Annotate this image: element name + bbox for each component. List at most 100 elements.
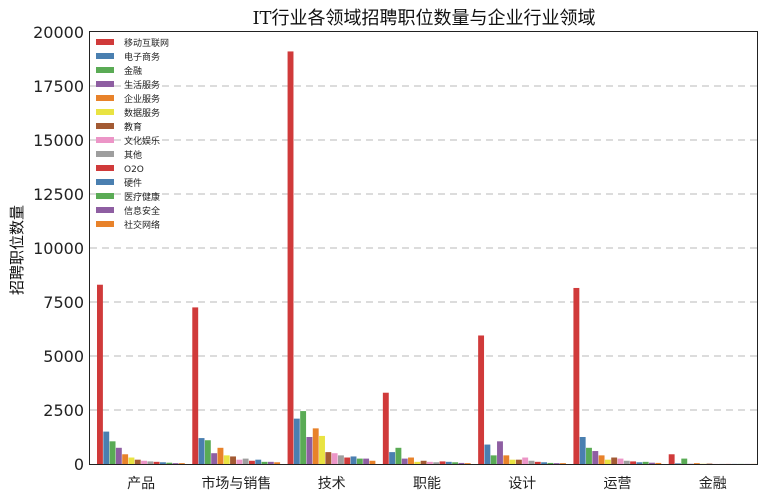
bar: [261, 461, 268, 464]
legend-entry: 信息安全: [124, 205, 160, 217]
bar: [592, 451, 599, 464]
bar: [503, 455, 510, 464]
bar: [204, 440, 211, 464]
bar: [211, 453, 218, 464]
bar: [675, 463, 681, 464]
bar: [649, 462, 655, 464]
bar: [611, 457, 618, 464]
bar: [319, 435, 325, 464]
legend-swatch: [96, 81, 114, 87]
legend-swatch: [96, 67, 114, 73]
bar: [668, 454, 675, 464]
x-tick-label: 设计: [508, 476, 536, 492]
bar: [509, 459, 516, 464]
bar: [389, 452, 396, 464]
legend-entry: 文化娱乐: [124, 135, 160, 147]
legend-entry: 移动互联网: [124, 37, 169, 49]
bar: [541, 462, 548, 464]
bar: [160, 462, 166, 464]
legend-swatch: [96, 95, 114, 101]
y-tick-label: 2500: [43, 401, 84, 420]
bar: [433, 462, 440, 464]
x-tick-label: 产品: [127, 476, 155, 492]
bar: [586, 447, 592, 464]
bar: [274, 462, 281, 464]
y-tick-label: 15000: [33, 131, 84, 150]
bar: [122, 454, 129, 464]
bar: [426, 461, 433, 464]
bar: [560, 463, 566, 464]
bar: [97, 284, 103, 464]
legend-swatch: [96, 165, 114, 171]
bar: [547, 462, 554, 464]
legend-entry: 教育: [124, 121, 142, 133]
bar: [579, 437, 586, 464]
bar: [630, 461, 637, 464]
bar: [217, 447, 224, 464]
bar: [401, 458, 408, 464]
bar: [598, 455, 605, 464]
legend-swatch: [96, 39, 114, 45]
legend-entry: 电子商务: [124, 51, 160, 63]
bar: [573, 287, 580, 464]
bar: [356, 458, 363, 464]
bar: [242, 458, 249, 464]
bar: [325, 452, 332, 464]
legend-entry: 生活服务: [124, 79, 160, 91]
bar: [147, 461, 154, 464]
bar: [420, 460, 427, 464]
legend-entry: 社交网络: [124, 219, 160, 231]
legend-entry: 硬件: [124, 177, 142, 189]
x-axis-ticks: 产品 市场与销售 技术 职能 设计 运营 金融: [127, 475, 727, 492]
legend-swatch: [96, 151, 114, 157]
bar: [369, 460, 376, 464]
bar: [223, 455, 230, 464]
bar: [172, 463, 179, 464]
bar: [350, 456, 357, 464]
bar: [534, 461, 541, 464]
bar: [522, 457, 529, 464]
legend-entry: 其他: [124, 149, 142, 161]
grid-lines: [90, 85, 757, 411]
bar: [178, 463, 185, 464]
bar: [141, 460, 147, 464]
legend-swatch: [96, 53, 114, 59]
bar: [478, 335, 485, 464]
bar: [445, 461, 452, 464]
legend-entry: 数据服务: [124, 107, 160, 119]
bar: [382, 392, 389, 464]
y-axis-label: 招聘职位数量: [8, 205, 26, 295]
bar: [300, 411, 307, 464]
y-tick-label: 7500: [43, 293, 84, 312]
bar: [414, 461, 421, 464]
bar: [636, 462, 643, 464]
y-tick-label: 0: [74, 455, 84, 474]
plot-frame: [89, 31, 758, 465]
bar: [344, 457, 351, 464]
legend-swatch: [96, 109, 114, 115]
bar: [681, 458, 688, 464]
bar: [363, 458, 370, 464]
chart-title: IT行业各领域招聘职位数量与企业行业领域: [252, 8, 595, 29]
bar: [109, 441, 116, 464]
bar: [192, 307, 199, 464]
bar: [655, 462, 662, 464]
x-tick-label: 运营: [604, 476, 632, 492]
y-tick-label: 17500: [33, 77, 84, 96]
bar: [103, 431, 110, 464]
bar: [490, 455, 497, 464]
y-axis-ticks: 0 2500 5000 7500 10000 12500 15000 17500 20000: [33, 23, 84, 474]
x-tick-label: 金融: [699, 476, 727, 492]
bar: [497, 441, 503, 464]
bar: [312, 428, 319, 464]
bar: [331, 453, 338, 464]
bar: [553, 463, 560, 464]
bar: [484, 444, 491, 464]
y-tick-label: 5000: [43, 347, 84, 366]
bar: [642, 461, 649, 464]
bar: [464, 463, 471, 464]
legend-entry: 企业服务: [124, 93, 160, 105]
bar: [128, 457, 135, 464]
